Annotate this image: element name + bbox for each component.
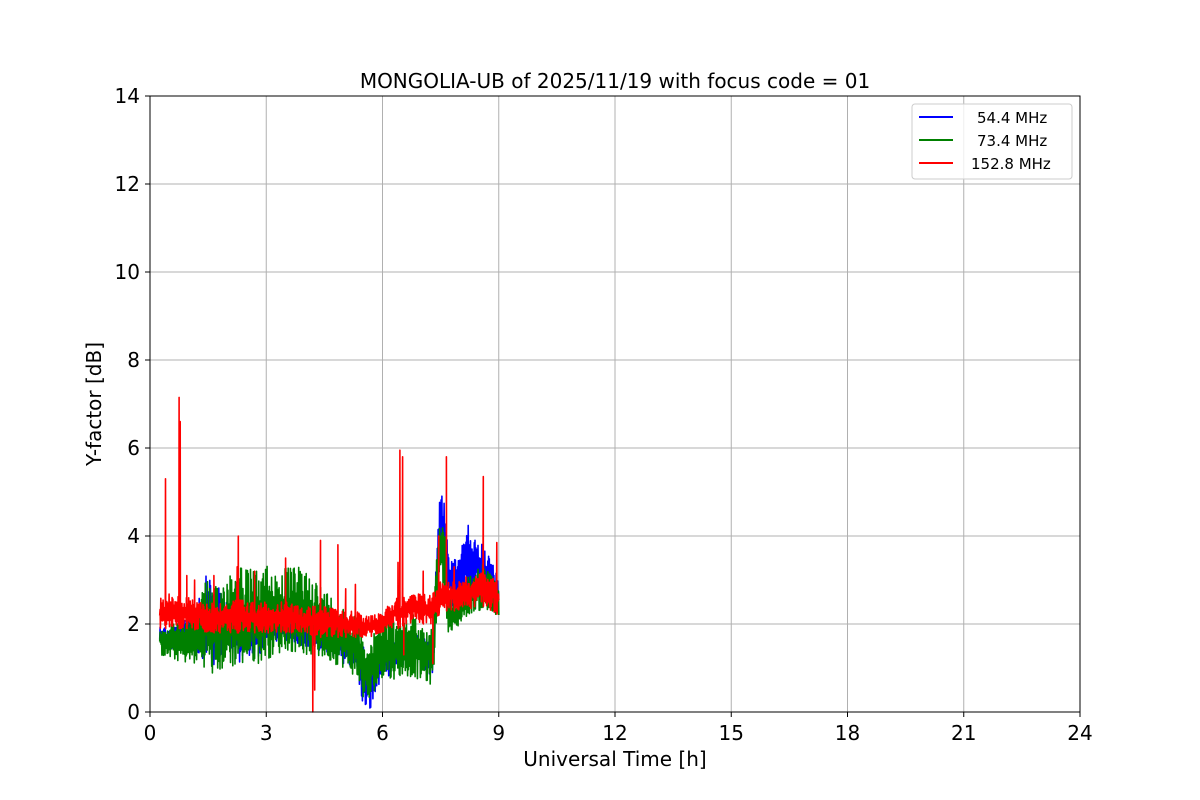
y-tick-label: 14 (115, 84, 140, 108)
y-tick-label: 8 (127, 348, 140, 372)
x-tick-label: 21 (951, 721, 976, 745)
series-layer (158, 396, 500, 713)
x-tick-label: 24 (1067, 721, 1092, 745)
x-tick-label: 12 (602, 721, 627, 745)
legend-label-54-4: 54.4 MHz (977, 109, 1047, 127)
y-axis-ticks: 0 2 4 6 8 10 12 14 (115, 84, 150, 724)
y-tick-label: 4 (127, 524, 140, 548)
y-tick-label: 2 (127, 612, 140, 636)
x-tick-label: 6 (376, 721, 389, 745)
x-axis-label: Universal Time [h] (523, 747, 706, 771)
x-tick-label: 9 (492, 721, 505, 745)
chart-title: MONGOLIA-UB of 2025/11/19 with focus cod… (360, 69, 870, 93)
x-tick-label: 0 (144, 721, 157, 745)
legend-label-73-4: 73.4 MHz (977, 132, 1047, 150)
y-tick-label: 0 (127, 700, 140, 724)
y-tick-label: 6 (127, 436, 140, 460)
x-tick-label: 3 (260, 721, 273, 745)
series-152-8-mhz (158, 396, 500, 713)
x-axis-ticks: 0 3 6 9 12 15 18 21 24 (144, 712, 1093, 745)
legend-label-152-8: 152.8 MHz (971, 155, 1051, 173)
series-73-4-mhz (158, 527, 500, 698)
y-axis-label: Y-factor [dB] (82, 342, 106, 467)
legend: 54.4 MHz 73.4 MHz 152.8 MHz (911, 103, 1073, 180)
y-tick-label: 10 (115, 260, 140, 284)
series-line (158, 396, 500, 713)
x-tick-label: 18 (835, 721, 860, 745)
x-tick-label: 15 (719, 721, 744, 745)
legend-box (911, 103, 1073, 180)
series-line (158, 527, 500, 698)
y-tick-label: 12 (115, 172, 140, 196)
